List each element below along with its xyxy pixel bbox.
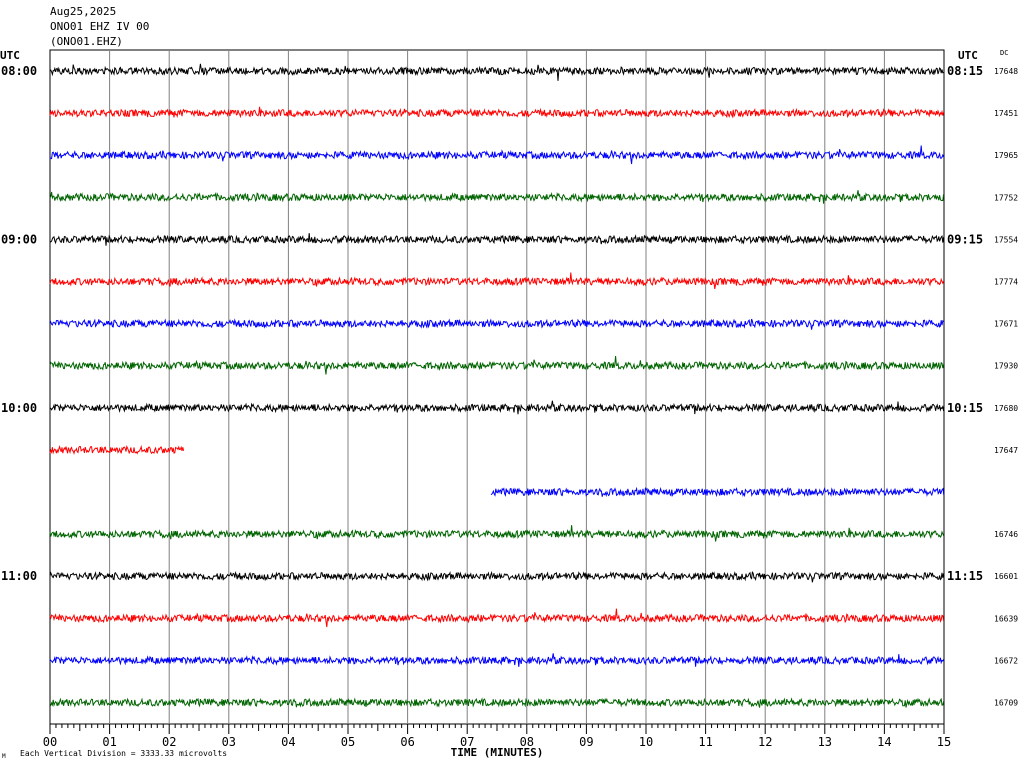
dc-value: 17680	[994, 404, 1018, 413]
dc-value: 16672	[994, 656, 1018, 665]
dc-value: 17671	[994, 320, 1018, 329]
trace-red	[49, 106, 945, 119]
trace-blue	[49, 145, 945, 165]
dc-value: 17554	[994, 235, 1018, 244]
trace-blue	[49, 653, 945, 667]
dc-value: 17930	[994, 362, 1018, 371]
x-tick-label: 13	[818, 735, 832, 749]
x-tick-label: 11	[698, 735, 712, 749]
dc-value: 17648	[994, 67, 1018, 76]
x-axis-title: TIME (MINUTES)	[451, 746, 544, 759]
dc-value: 17752	[994, 193, 1018, 202]
dc-value: 17451	[994, 109, 1018, 118]
x-tick-label: 07	[460, 735, 474, 749]
dc-value: 17965	[994, 151, 1018, 160]
trace-blue	[49, 318, 944, 330]
x-tick-label: 06	[400, 735, 414, 749]
trace-red	[49, 444, 185, 456]
dc-value: 16601	[994, 572, 1018, 581]
x-tick-label: 05	[341, 735, 355, 749]
x-tick-label: 03	[222, 735, 236, 749]
plot-frame	[49, 49, 945, 725]
station-name: ONO01 EHZ IV 00	[50, 20, 150, 33]
trace-black	[49, 400, 945, 415]
trace-green	[49, 190, 945, 204]
x-tick-label: 10	[639, 735, 653, 749]
corner-mark: M	[2, 753, 6, 760]
trace-green	[49, 525, 945, 542]
dc-value: 16709	[994, 699, 1018, 708]
x-tick-label: 02	[162, 735, 176, 749]
x-tick-label: 00	[43, 735, 57, 749]
trace-black	[49, 63, 944, 81]
dc-value: 17647	[994, 446, 1018, 455]
plot-date: Aug25,2025	[50, 5, 117, 18]
x-tick-label: 12	[758, 735, 772, 749]
end-time-label: 11:15	[947, 569, 983, 583]
dc-value: 16639	[994, 614, 1018, 623]
trace-blue	[490, 486, 945, 498]
x-tick-label: 14	[877, 735, 891, 749]
x-tick-label: 04	[281, 735, 295, 749]
end-time-label: 09:15	[947, 232, 983, 246]
x-tick-label: 08	[520, 735, 534, 749]
trace-green	[49, 697, 945, 708]
dc-value: 16746	[994, 530, 1018, 539]
trace-green	[49, 356, 945, 375]
start-time-label: 09:00	[1, 232, 37, 246]
utc-right-label: UTC	[958, 49, 978, 62]
x-tick-label: 09	[579, 735, 593, 749]
scale-footer: Each Vertical Division = 3333.33 microvo…	[20, 749, 228, 758]
trace-red	[49, 272, 945, 289]
start-time-label: 08:00	[1, 64, 37, 78]
end-time-label: 08:15	[947, 64, 983, 78]
start-time-label: 10:00	[1, 401, 37, 415]
utc-left-label: UTC	[0, 49, 20, 62]
dc-value: 17774	[994, 278, 1018, 287]
trace-red	[49, 608, 945, 628]
channel-code: (ONO01.EHZ)	[50, 35, 123, 48]
trace-black	[49, 570, 945, 583]
trace-black	[49, 233, 945, 246]
start-time-label: 11:00	[1, 569, 37, 583]
x-tick-label: 01	[102, 735, 116, 749]
dc-label: DC	[1000, 49, 1009, 57]
x-tick-label: 15	[937, 735, 951, 749]
end-time-label: 10:15	[947, 401, 983, 415]
